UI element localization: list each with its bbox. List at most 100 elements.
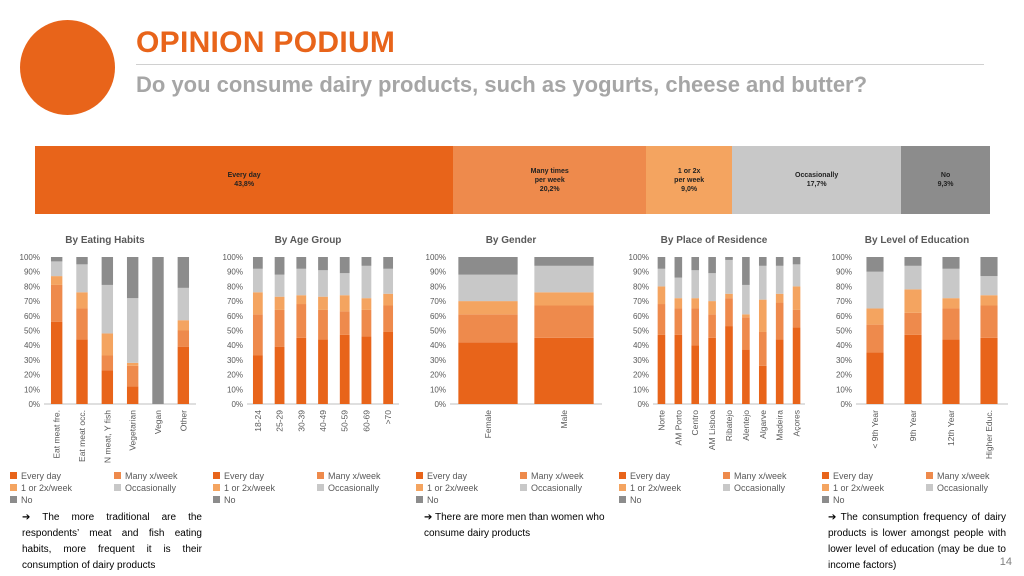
legend-label: Many x/week (937, 470, 990, 481)
overall-segment-label: Many times per week 20,2% (530, 167, 569, 193)
x-tick-label: 9th Year (908, 410, 918, 441)
bar-segment (318, 296, 328, 310)
legend-swatch (619, 472, 626, 479)
y-tick-label: 0% (840, 400, 852, 409)
legend-item: No (10, 494, 114, 505)
bar-segment (458, 342, 518, 404)
bar-segment (792, 286, 801, 310)
bar-segment (101, 333, 114, 356)
x-tick-label: < 9th Year (870, 410, 880, 449)
chart-legend: Every day Many x/week 1 or 2x/week Occasion… (213, 470, 403, 505)
y-tick-label: 80% (633, 282, 649, 291)
bar-segment (274, 274, 285, 297)
bar-segment (708, 301, 716, 315)
overall-segment-label: Occasionally 17,7% (795, 172, 839, 188)
y-tick-label: 30% (430, 356, 446, 365)
legend-label: Many x/week (531, 470, 584, 481)
bar-segment (458, 301, 518, 315)
legend-label: 1 or 2x/week (224, 482, 276, 493)
legend-swatch (822, 496, 829, 503)
bar-segment (361, 257, 372, 266)
bar-segment (339, 334, 350, 404)
legend-label: 1 or 2x/week (427, 482, 479, 493)
legend-swatch (114, 484, 121, 491)
legend-item: No (619, 494, 723, 505)
y-tick-label: 30% (24, 356, 40, 365)
legend-label: Every day (630, 470, 671, 481)
legend-swatch (619, 484, 626, 491)
overall-segment: Every day 43,8% (35, 146, 454, 214)
bar-segment (866, 271, 884, 309)
x-tick-label: 18-24 (253, 410, 263, 432)
bar-segment (252, 257, 263, 269)
legend-swatch (520, 472, 527, 479)
bar-segment (674, 298, 683, 309)
bar-segment (274, 257, 285, 275)
bar-segment (657, 286, 666, 305)
bar-segment (758, 331, 767, 366)
bar-segment (534, 337, 594, 404)
y-tick-label: 40% (836, 341, 852, 350)
legend-item: Many x/week (114, 470, 200, 481)
y-tick-label: 80% (24, 282, 40, 291)
legend-item: Every day (213, 470, 317, 481)
legend-label: Occasionally (328, 482, 380, 493)
legend-swatch (10, 472, 17, 479)
x-tick-label: 40-49 (318, 410, 328, 432)
bar-segment (318, 309, 328, 340)
y-tick-label: 60% (227, 312, 243, 321)
bar-segment (296, 295, 307, 305)
bar-segment (339, 311, 350, 335)
y-tick-label: 0% (28, 400, 40, 409)
bar-segment (674, 308, 683, 335)
legend-label: No (833, 494, 845, 505)
x-tick-label: AM Porto (673, 410, 683, 446)
x-tick-label: Higher Educ. (984, 410, 994, 459)
y-tick-label: 40% (633, 341, 649, 350)
bar-segment (980, 276, 998, 296)
bar-segment (383, 331, 394, 404)
bar-segment (725, 257, 733, 260)
page-number: 14 (999, 556, 1012, 568)
note-education: ➔ The consumption frequency of dairy pro… (828, 512, 1006, 571)
bar-segment (742, 257, 750, 285)
bar-segment (980, 305, 998, 338)
bar-segment (177, 257, 190, 288)
legend-label: Many x/week (734, 470, 787, 481)
bar-segment (101, 284, 114, 334)
bar-segment (792, 264, 801, 287)
y-tick-label: 10% (633, 385, 649, 394)
legend-item: 1 or 2x/week (619, 482, 723, 493)
y-tick-label: 20% (633, 371, 649, 380)
legend-swatch (213, 472, 220, 479)
legend-label: Occasionally (125, 482, 177, 493)
bar-segment (76, 292, 88, 309)
bar-segment (177, 320, 190, 331)
bar-segment (904, 257, 922, 266)
x-tick-label: 50-59 (340, 410, 350, 432)
bar-segment (534, 265, 594, 293)
x-tick-label: Vegan (153, 410, 163, 434)
y-tick-label: 90% (24, 268, 40, 277)
x-tick-label: Eat meat occ. (77, 410, 87, 462)
x-tick-label: Other (178, 410, 188, 431)
bar-segment (126, 386, 139, 404)
x-tick-label: Centro (690, 410, 700, 436)
bar-segment (792, 257, 801, 265)
bar-segment (904, 334, 922, 404)
x-tick-label: 25-29 (275, 410, 285, 432)
x-tick-label: Algarve (758, 410, 768, 439)
bar-segment (101, 355, 114, 371)
bar-segment (383, 293, 394, 306)
legend-swatch (10, 496, 17, 503)
y-tick-label: 50% (633, 327, 649, 336)
note-gender: ➔ There are more men than women who cons… (424, 512, 605, 539)
legend-swatch (520, 484, 527, 491)
title-divider (136, 64, 984, 65)
legend-label: No (21, 494, 33, 505)
legend-item: Many x/week (926, 470, 1012, 481)
y-tick-label: 100% (223, 253, 243, 262)
x-tick-label: N meat, Y fish (102, 410, 112, 463)
legend-item: Occasionally (926, 482, 1012, 493)
y-tick-label: 100% (629, 253, 649, 262)
